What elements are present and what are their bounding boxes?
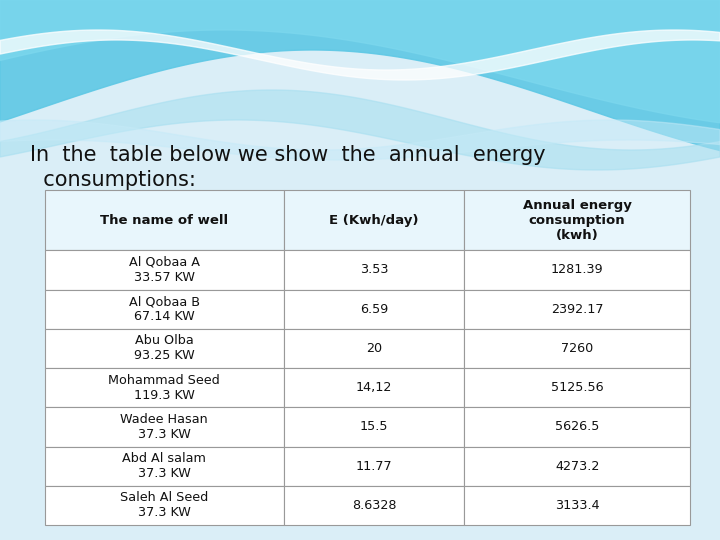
Text: Saleh Al Seed
37.3 KW: Saleh Al Seed 37.3 KW [120, 491, 209, 519]
Bar [464, 368, 690, 407]
Text: E (Kwh/day): E (Kwh/day) [329, 214, 419, 227]
Text: 3133.4: 3133.4 [555, 499, 600, 512]
Bar [464, 486, 690, 525]
Text: consumptions:: consumptions: [30, 170, 196, 190]
Text: 20: 20 [366, 342, 382, 355]
Text: 1281.39: 1281.39 [551, 264, 603, 276]
Bar [45, 486, 284, 525]
Bar [284, 486, 464, 525]
Bar [45, 407, 284, 447]
Text: 15.5: 15.5 [360, 421, 388, 434]
Bar [284, 251, 464, 289]
Bar [45, 190, 284, 251]
Text: 6.59: 6.59 [360, 302, 388, 316]
Text: 3.53: 3.53 [360, 264, 388, 276]
Bar [464, 407, 690, 447]
Text: Abd Al salam
37.3 KW: Abd Al salam 37.3 KW [122, 452, 206, 480]
Text: Mohammad Seed
119.3 KW: Mohammad Seed 119.3 KW [109, 374, 220, 402]
Text: Al Qobaa B
67.14 KW: Al Qobaa B 67.14 KW [129, 295, 200, 323]
Text: 5125.56: 5125.56 [551, 381, 603, 394]
Text: Abu Olba
93.25 KW: Abu Olba 93.25 KW [134, 334, 194, 362]
Bar [284, 368, 464, 407]
Text: 14,12: 14,12 [356, 381, 392, 394]
Bar [464, 190, 690, 251]
Bar [284, 289, 464, 329]
Bar [45, 447, 284, 486]
Bar [464, 289, 690, 329]
Bar [284, 407, 464, 447]
Bar [45, 289, 284, 329]
Bar [45, 368, 284, 407]
Text: Wadee Hasan
37.3 KW: Wadee Hasan 37.3 KW [120, 413, 208, 441]
Text: The name of well: The name of well [100, 214, 228, 227]
Bar [464, 329, 690, 368]
Text: 5626.5: 5626.5 [555, 421, 599, 434]
Text: In  the  table below we show  the  annual  energy: In the table below we show the annual en… [30, 145, 546, 165]
Text: 2392.17: 2392.17 [551, 302, 603, 316]
Bar [284, 447, 464, 486]
Bar [284, 329, 464, 368]
Bar [45, 251, 284, 289]
Text: Annual energy
consumption
(kwh): Annual energy consumption (kwh) [523, 199, 631, 242]
Bar [464, 447, 690, 486]
Text: 11.77: 11.77 [356, 460, 392, 472]
Text: 7260: 7260 [561, 342, 593, 355]
Bar [284, 190, 464, 251]
Text: 8.6328: 8.6328 [351, 499, 396, 512]
Bar [464, 251, 690, 289]
Text: Al Qobaa A
33.57 KW: Al Qobaa A 33.57 KW [129, 256, 200, 284]
Text: 4273.2: 4273.2 [555, 460, 599, 472]
Bar [45, 329, 284, 368]
